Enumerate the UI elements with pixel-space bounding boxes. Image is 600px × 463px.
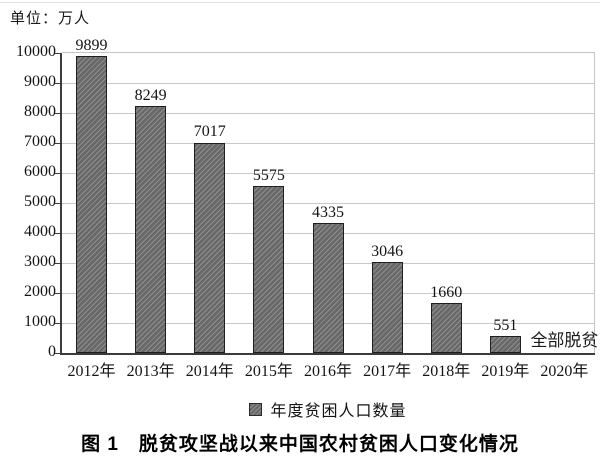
bar-2019年 <box>489 336 521 353</box>
bar-value-label: 1660 <box>430 284 463 302</box>
y-tick-mark <box>55 352 60 354</box>
x-tick-label: 2012年 <box>67 363 116 380</box>
x-tick-label: 2014年 <box>185 363 234 380</box>
y-tick-mark <box>55 262 60 264</box>
y-tick-label: 2000 <box>24 283 56 300</box>
bar-value-label: 8249 <box>134 86 167 104</box>
y-tick-label: 6000 <box>24 163 56 180</box>
legend-swatch-hatched-square <box>249 402 263 416</box>
y-tick-label: 8000 <box>24 103 56 120</box>
bar-value-label: 3046 <box>371 242 404 260</box>
figure-caption: 图 1 脱贫攻坚战以来中国农村贫困人口变化情况 <box>81 434 519 455</box>
gridline <box>62 173 594 174</box>
bar-2014年 <box>194 142 226 353</box>
y-tick-mark <box>55 292 60 294</box>
x-tick-label: 2015年 <box>244 363 293 380</box>
bar-value-label: 551 <box>493 317 518 335</box>
legend-label: 年度贫困人口数量 <box>270 403 407 420</box>
x-tick-label: 2020年 <box>540 363 589 380</box>
y-tick-label: 9000 <box>24 73 56 90</box>
gridline <box>62 113 594 114</box>
unit-label: 单位：万人 <box>10 11 91 27</box>
bar-value-label: 9899 <box>75 37 108 55</box>
bar-2015年 <box>253 185 285 353</box>
bar-value-label: 7017 <box>193 123 226 141</box>
y-tick-mark <box>55 112 60 114</box>
y-tick-label: 0 <box>48 343 56 360</box>
y-tick-label: 1000 <box>24 313 56 330</box>
figure-top-border <box>0 2 600 3</box>
gridline <box>62 143 594 144</box>
y-tick-mark <box>55 52 60 54</box>
y-tick-label: 7000 <box>24 133 56 150</box>
chart-legend: 年度贫困人口数量 <box>62 397 594 421</box>
bar-2012年 <box>76 56 108 353</box>
bar-2017年 <box>371 261 403 353</box>
bar-2013年 <box>135 105 167 353</box>
bar-value-label: 4335 <box>312 203 344 221</box>
bar-2018年 <box>430 303 462 353</box>
bar-value-label: 5575 <box>252 166 285 184</box>
y-tick-label: 3000 <box>24 253 56 270</box>
y-tick-mark <box>55 142 60 144</box>
y-tick-mark <box>55 82 60 84</box>
gridline <box>62 83 594 84</box>
y-tick-label: 4000 <box>24 223 56 240</box>
x-tick-label: 2018年 <box>422 363 471 380</box>
annotation-2020年: 全部脱贫 <box>530 331 599 350</box>
y-tick-mark <box>55 202 60 204</box>
y-tick-mark <box>55 322 60 324</box>
x-tick-label: 2013年 <box>126 363 175 380</box>
y-tick-label: 5000 <box>24 193 56 210</box>
y-axis-line <box>60 53 62 353</box>
bar-2016年 <box>312 222 344 353</box>
x-tick-label: 2017年 <box>363 363 412 380</box>
plot-area: 9899 8249 7017 5575 4335 3046 1660 551 全部脱贫 <box>55 37 599 355</box>
x-axis-line <box>60 353 595 355</box>
x-tick-label: 2019年 <box>481 363 530 380</box>
y-tick-mark <box>55 232 60 234</box>
y-tick-label: 10000 <box>16 43 56 60</box>
x-tick-label: 2016年 <box>303 363 353 380</box>
gridline <box>62 203 594 204</box>
y-tick-mark <box>55 172 60 174</box>
